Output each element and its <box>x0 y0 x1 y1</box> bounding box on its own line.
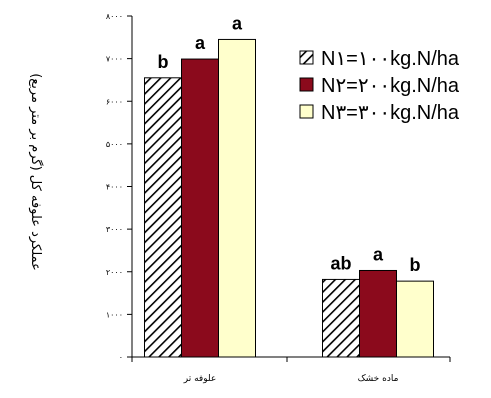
significance-label: b <box>410 255 421 275</box>
bar <box>359 269 397 358</box>
y-tick-label: ۸۰۰۰ <box>106 12 123 21</box>
y-tick-label: ۰ <box>119 353 123 362</box>
significance-label: a <box>373 244 384 264</box>
y-tick-label: ۶۰۰۰ <box>106 97 123 106</box>
y-tick-label: ۵۰۰۰ <box>106 140 123 149</box>
significance-label: ab <box>330 253 351 273</box>
legend-swatch <box>299 50 314 65</box>
legend-label: N۳=۳۰۰kg.N/ha <box>321 102 460 124</box>
legend: N۱=۱۰۰kg.N/ha N۲=۲۰۰kg.N/ha N۳=۳۰۰kg.N/ha <box>299 48 460 124</box>
y-axis: ۰ ۱۰۰۰ ۲۰۰۰ ۳۰۰۰ ۴۰۰۰ ۵۰۰۰ ۶۰۰۰ ۷۰۰۰ ۸۰۰۰ <box>106 12 133 362</box>
significance-label: a <box>232 13 243 33</box>
bar <box>396 280 434 358</box>
bar <box>322 278 360 358</box>
legend-swatch <box>299 77 314 92</box>
bar <box>218 38 256 358</box>
legend-swatch <box>299 104 314 119</box>
legend-label: N۲=۲۰۰kg.N/ha <box>321 75 460 97</box>
y-axis-title: عملکرد علوفه کل (گرم بر متر مربع) <box>28 73 44 271</box>
x-category-label: ماده خشک <box>358 374 399 384</box>
y-tick-label: ۱۰۰۰ <box>106 310 123 319</box>
x-axis: علوفه تر ماده خشک <box>131 356 451 384</box>
y-tick-label: ۳۰۰۰ <box>106 225 123 234</box>
y-tick-label: ۴۰۰۰ <box>106 183 123 192</box>
legend-label: N۱=۱۰۰kg.N/ha <box>321 48 460 70</box>
significance-label: b <box>158 52 169 72</box>
y-tick-label: ۷۰۰۰ <box>106 55 123 64</box>
x-category-label: علوفه تر <box>183 374 216 384</box>
bar <box>144 77 182 358</box>
significance-label: a <box>195 33 206 53</box>
y-tick-label: ۲۰۰۰ <box>106 268 123 277</box>
bar <box>181 58 219 358</box>
